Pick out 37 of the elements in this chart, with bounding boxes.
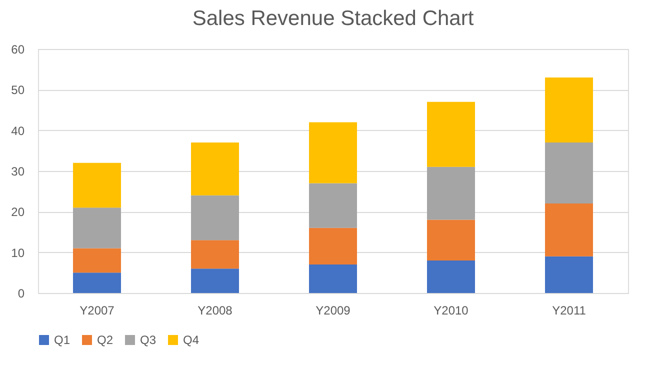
bar: [427, 260, 475, 293]
y-tick-label: 60: [11, 42, 25, 56]
bar: [309, 122, 357, 184]
legend-label: Q3: [140, 333, 156, 347]
bar: [73, 162, 121, 208]
bar: [73, 208, 121, 248]
y-tick-label: 50: [11, 83, 25, 98]
x-tick-label: Y2011: [552, 304, 586, 318]
x-tick-label: Y2008: [198, 304, 233, 318]
legend-label: Q1: [54, 333, 70, 347]
bar: [73, 272, 121, 293]
x-tick-label: Y2010: [434, 304, 469, 318]
x-tick-label: Y2007: [80, 304, 115, 318]
y-tick-label: 40: [11, 124, 25, 138]
bar: [191, 195, 239, 240]
y-tick-label: 30: [11, 164, 25, 178]
bar: [191, 240, 239, 269]
bar: [191, 268, 239, 293]
bar: [427, 220, 475, 260]
bar: [309, 228, 357, 265]
y-tick-label: 0: [18, 286, 25, 300]
legend-label: Q4: [183, 333, 200, 347]
bar: [309, 264, 357, 293]
bar: [545, 142, 593, 204]
bar: [427, 102, 475, 167]
bar: [73, 248, 121, 273]
legend-label: Q2: [97, 333, 114, 347]
bar: [427, 166, 475, 220]
y-tick-label: 10: [11, 246, 25, 260]
bar: [545, 256, 593, 293]
x-tick-label: Y2009: [316, 304, 351, 318]
bar: [309, 183, 357, 228]
bar: [545, 77, 593, 143]
bar: [191, 142, 239, 196]
y-tick-label: 20: [11, 205, 25, 220]
chart-title: Sales Revenue Stacked Chart: [192, 7, 474, 30]
bar: [545, 204, 593, 256]
